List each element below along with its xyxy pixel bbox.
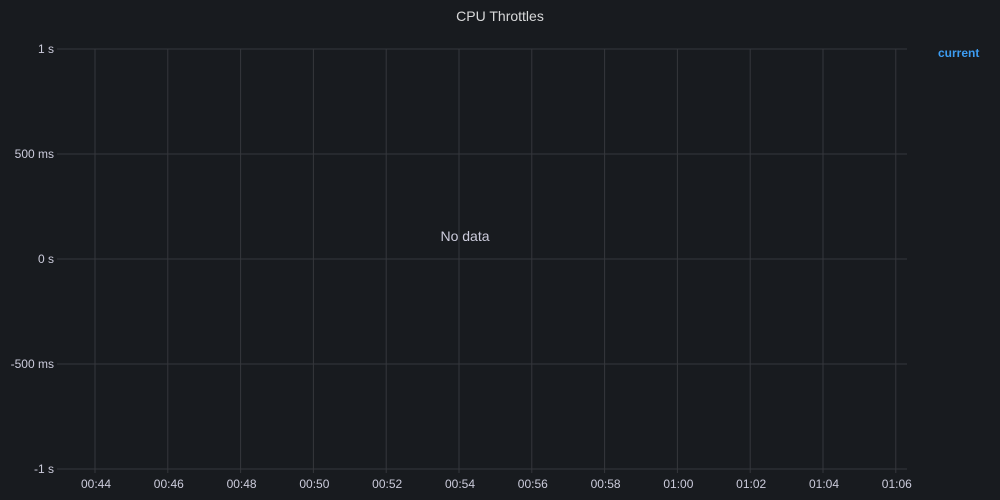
x-tick-label: 01:04 bbox=[809, 477, 839, 491]
y-tick-label: -1 s bbox=[34, 462, 54, 476]
x-tick-label: 01:02 bbox=[736, 477, 766, 491]
x-tick-label: 00:44 bbox=[81, 477, 111, 491]
x-tick-label: 00:56 bbox=[518, 477, 548, 491]
y-tick-label: 0 s bbox=[38, 252, 54, 266]
x-tick-label: 00:52 bbox=[372, 477, 402, 491]
x-tick-label: 00:46 bbox=[154, 477, 184, 491]
y-tick-label: 500 ms bbox=[15, 147, 54, 161]
x-tick-label: 00:54 bbox=[445, 477, 475, 491]
x-tick-label: 01:06 bbox=[882, 477, 912, 491]
no-data-message: No data bbox=[440, 228, 489, 244]
x-tick-label: 01:00 bbox=[663, 477, 693, 491]
y-tick-label: 1 s bbox=[38, 42, 54, 56]
panel-title[interactable]: CPU Throttles bbox=[456, 8, 544, 24]
x-tick-label: 00:50 bbox=[299, 477, 329, 491]
x-tick-label: 00:58 bbox=[591, 477, 621, 491]
x-tick-label: 00:48 bbox=[227, 477, 257, 491]
y-tick-label: -500 ms bbox=[11, 357, 54, 371]
legend-item-current[interactable]: current bbox=[938, 46, 980, 60]
